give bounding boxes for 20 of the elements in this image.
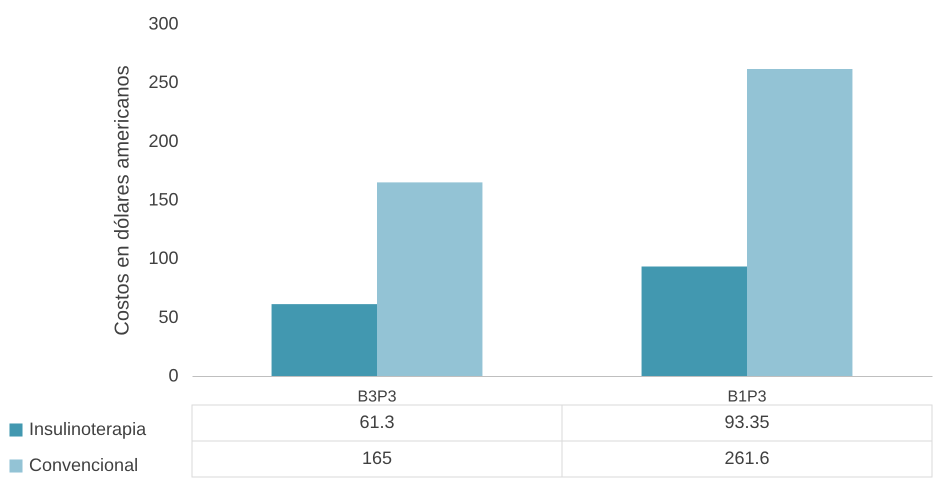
y-tick-label: 300 [148, 14, 178, 34]
bar [377, 182, 482, 376]
y-tick-label: 150 [148, 190, 178, 210]
x-tick-label: B3P3 [357, 388, 397, 406]
legend-label: Convencional [29, 455, 138, 475]
data-label: 61.3 [359, 412, 395, 432]
x-tick-label: B1P3 [727, 388, 767, 406]
data-label: 261.6 [724, 448, 770, 468]
bar [272, 304, 377, 376]
y-tick-label: 200 [148, 130, 178, 151]
y-tick-label: 250 [148, 72, 178, 92]
bar [747, 69, 852, 376]
data-label: 93.35 [724, 412, 770, 432]
bar [642, 266, 747, 376]
y-axis-title: Costos en dólares americanos [111, 65, 134, 336]
legend-label: Insulinoterapia [29, 419, 148, 439]
y-tick-label: 50 [158, 306, 178, 327]
y-tick-label: 0 [168, 366, 178, 386]
y-tick-label: 100 [148, 248, 178, 268]
data-label: 165 [362, 448, 392, 468]
